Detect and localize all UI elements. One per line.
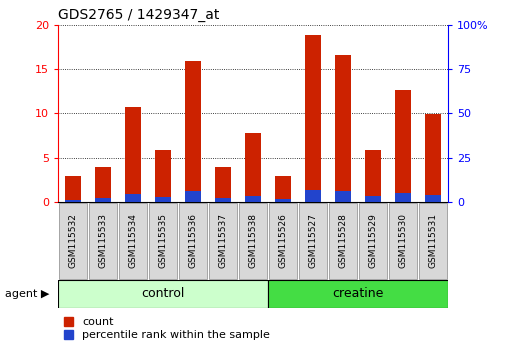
Bar <box>65 176 81 202</box>
Bar <box>65 200 81 202</box>
FancyBboxPatch shape <box>59 202 87 279</box>
Text: GSM115537: GSM115537 <box>218 213 227 268</box>
Bar <box>214 167 231 202</box>
Text: GSM115531: GSM115531 <box>427 213 436 268</box>
Text: control: control <box>141 287 184 300</box>
Text: GSM115532: GSM115532 <box>69 213 78 268</box>
Bar <box>274 199 291 202</box>
Bar <box>95 167 111 202</box>
Bar <box>184 191 201 202</box>
Text: GSM115528: GSM115528 <box>338 213 347 268</box>
Text: GSM115530: GSM115530 <box>397 213 407 268</box>
Text: GSM115536: GSM115536 <box>188 213 197 268</box>
Bar <box>244 195 261 202</box>
Text: GSM115534: GSM115534 <box>128 213 137 268</box>
Text: GDS2765 / 1429347_at: GDS2765 / 1429347_at <box>58 8 219 22</box>
Bar <box>184 61 201 202</box>
FancyBboxPatch shape <box>178 202 207 279</box>
FancyBboxPatch shape <box>119 202 147 279</box>
Bar <box>155 149 171 202</box>
FancyBboxPatch shape <box>58 280 268 308</box>
FancyBboxPatch shape <box>89 202 117 279</box>
Bar <box>274 176 291 202</box>
FancyBboxPatch shape <box>268 202 296 279</box>
FancyBboxPatch shape <box>298 202 327 279</box>
Bar <box>394 90 410 202</box>
Bar <box>95 198 111 202</box>
Text: GSM115535: GSM115535 <box>158 213 167 268</box>
Bar <box>304 190 321 202</box>
Text: GSM115533: GSM115533 <box>98 213 108 268</box>
Bar <box>394 193 410 202</box>
FancyBboxPatch shape <box>238 202 267 279</box>
FancyBboxPatch shape <box>358 202 386 279</box>
FancyBboxPatch shape <box>148 202 177 279</box>
Text: creatine: creatine <box>332 287 383 300</box>
FancyBboxPatch shape <box>328 202 357 279</box>
Bar <box>334 190 350 202</box>
Legend: count, percentile rank within the sample: count, percentile rank within the sample <box>64 317 270 341</box>
Bar <box>244 133 261 202</box>
Bar <box>304 35 321 202</box>
Text: GSM115529: GSM115529 <box>368 213 377 268</box>
Bar <box>424 195 440 202</box>
Bar <box>364 196 380 202</box>
FancyBboxPatch shape <box>388 202 416 279</box>
FancyBboxPatch shape <box>418 202 446 279</box>
Text: GSM115527: GSM115527 <box>308 213 317 268</box>
Bar <box>214 198 231 202</box>
Bar <box>125 194 141 202</box>
Bar <box>334 55 350 202</box>
Text: GSM115526: GSM115526 <box>278 213 287 268</box>
Bar <box>155 198 171 202</box>
Bar <box>364 149 380 202</box>
FancyBboxPatch shape <box>209 202 237 279</box>
Text: GSM115538: GSM115538 <box>248 213 257 268</box>
Bar <box>424 114 440 202</box>
FancyBboxPatch shape <box>58 280 447 308</box>
FancyBboxPatch shape <box>268 280 447 308</box>
Text: agent ▶: agent ▶ <box>5 289 49 299</box>
Bar <box>125 107 141 202</box>
